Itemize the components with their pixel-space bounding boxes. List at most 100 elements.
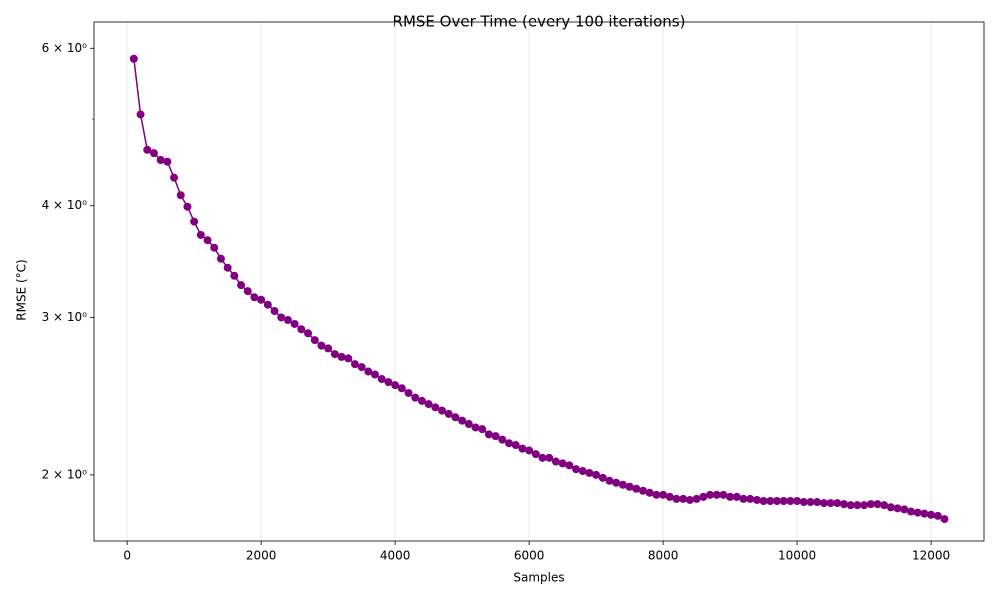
data-point xyxy=(719,490,728,499)
data-point xyxy=(799,498,808,507)
data-point xyxy=(183,202,192,211)
data-point xyxy=(906,507,915,516)
data-point xyxy=(612,478,621,487)
data-point xyxy=(578,467,587,476)
data-point xyxy=(705,490,714,499)
data-point xyxy=(484,430,493,439)
plot-frame xyxy=(93,21,985,542)
data-point xyxy=(243,287,252,296)
data-point xyxy=(277,313,286,322)
data-point xyxy=(417,396,426,405)
x-tick-label: 2000 xyxy=(246,549,277,563)
data-point xyxy=(371,370,380,379)
data-point xyxy=(357,363,366,372)
data-point xyxy=(397,384,406,393)
data-point xyxy=(672,494,681,503)
data-point xyxy=(545,453,554,462)
data-point xyxy=(491,432,500,441)
data-point xyxy=(464,420,473,429)
data-point xyxy=(866,500,875,509)
data-point xyxy=(833,499,842,508)
data-point xyxy=(933,511,942,520)
data-point xyxy=(551,457,560,466)
data-point xyxy=(779,497,788,506)
data-point xyxy=(317,341,326,350)
data-point xyxy=(498,435,507,444)
data-point xyxy=(337,352,346,361)
data-point xyxy=(216,254,225,263)
data-point xyxy=(659,490,668,499)
data-point xyxy=(558,459,567,468)
data-point xyxy=(344,354,353,363)
data-point xyxy=(726,492,735,501)
data-point xyxy=(237,281,246,290)
data-point xyxy=(927,510,936,519)
data-point xyxy=(625,482,634,491)
data-point xyxy=(692,494,701,503)
data-point xyxy=(618,480,627,489)
data-point xyxy=(451,413,460,422)
data-point xyxy=(806,498,815,507)
data-point xyxy=(699,492,708,501)
x-tick-label: 0 xyxy=(123,549,131,563)
data-point xyxy=(190,217,199,226)
data-point xyxy=(511,441,520,450)
data-point xyxy=(739,494,748,503)
data-point xyxy=(143,145,152,154)
data-point xyxy=(900,505,909,514)
data-point xyxy=(330,350,339,359)
data-point xyxy=(538,453,547,462)
data-point xyxy=(478,425,487,434)
data-point xyxy=(431,403,440,412)
data-point xyxy=(196,230,205,239)
data-point xyxy=(350,360,359,369)
y-tick-label: 4 × 10⁰ xyxy=(42,198,88,212)
data-point xyxy=(149,149,158,158)
data-point xyxy=(746,494,755,503)
y-tick-label: 3 × 10⁰ xyxy=(42,310,88,324)
y-tick-label: 2 × 10⁰ xyxy=(42,467,88,481)
data-point xyxy=(639,486,648,495)
chart-title: RMSE Over Time (every 100 iterations) xyxy=(393,13,686,31)
data-point xyxy=(129,54,138,63)
data-point xyxy=(136,110,145,119)
x-tick-label: 6000 xyxy=(514,549,545,563)
data-point xyxy=(377,375,386,384)
y-tick-label: 6 × 10⁰ xyxy=(42,41,88,55)
data-point xyxy=(793,497,802,506)
data-point xyxy=(458,416,467,425)
data-point xyxy=(283,316,292,325)
data-point xyxy=(223,263,232,272)
data-point xyxy=(170,173,179,182)
data-point xyxy=(886,503,895,512)
data-point xyxy=(230,271,239,280)
data-point xyxy=(324,344,333,353)
data-point xyxy=(518,444,527,453)
data-point xyxy=(893,504,902,513)
data-point xyxy=(679,494,688,503)
data-point xyxy=(424,400,433,409)
data-point xyxy=(632,484,641,493)
data-point xyxy=(565,461,574,470)
data-point xyxy=(839,500,848,509)
data-point xyxy=(665,492,674,501)
data-point xyxy=(645,488,654,497)
data-point xyxy=(685,495,694,504)
data-point xyxy=(310,336,319,345)
data-point xyxy=(940,515,949,524)
data-point xyxy=(444,409,453,418)
data-point xyxy=(819,499,828,508)
data-point xyxy=(263,300,272,309)
data-point xyxy=(860,501,869,510)
data-point xyxy=(826,499,835,508)
data-point xyxy=(471,423,480,432)
data-point xyxy=(572,465,581,474)
data-point xyxy=(297,325,306,334)
data-point xyxy=(873,500,882,509)
data-point xyxy=(772,497,781,506)
data-point xyxy=(210,243,219,252)
data-point xyxy=(752,495,761,504)
data-point xyxy=(438,406,447,415)
